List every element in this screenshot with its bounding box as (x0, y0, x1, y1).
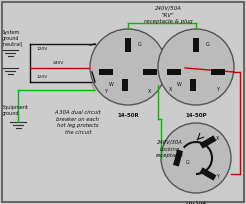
Circle shape (158, 29, 234, 105)
Text: W: W (109, 82, 114, 88)
Text: 240V/50A
"RV"
receptacle & plug: 240V/50A "RV" receptacle & plug (144, 6, 192, 24)
Text: 14-50R: 14-50R (117, 113, 139, 118)
Text: Equipment
ground: Equipment ground (2, 105, 29, 116)
Bar (200, 167, 216, 181)
Text: Y: Y (216, 87, 219, 92)
Bar (200, 135, 216, 149)
Bar (167, 69, 181, 75)
Bar (99, 69, 113, 75)
Bar (190, 79, 196, 91)
Text: System
ground
(neutral): System ground (neutral) (2, 30, 24, 47)
Circle shape (161, 123, 231, 193)
Text: Y: Y (105, 89, 108, 94)
Bar (173, 150, 183, 166)
Bar (125, 38, 131, 52)
Text: 120V: 120V (36, 75, 48, 79)
Bar (193, 38, 199, 52)
Text: W: W (177, 82, 182, 88)
Text: 120V: 120V (36, 47, 48, 51)
Text: X: X (216, 135, 219, 141)
Bar (122, 79, 128, 91)
Text: G: G (186, 161, 190, 165)
Text: 14-50P: 14-50P (185, 113, 207, 118)
Bar (143, 69, 157, 75)
Text: X: X (169, 87, 173, 92)
Text: 240V: 240V (52, 61, 64, 65)
Text: G: G (138, 42, 142, 48)
Text: L6-30R: L6-30R (185, 201, 207, 204)
Bar (211, 69, 225, 75)
Circle shape (90, 29, 166, 105)
Text: G: G (206, 42, 210, 48)
Text: X: X (148, 89, 152, 94)
Text: 240V/30A
Locking
receptacle: 240V/30A Locking receptacle (156, 140, 184, 158)
Text: Y: Y (216, 173, 219, 178)
Text: A 30A dual circuit
breaker on each
hot leg protects
the circuit: A 30A dual circuit breaker on each hot l… (55, 110, 101, 135)
